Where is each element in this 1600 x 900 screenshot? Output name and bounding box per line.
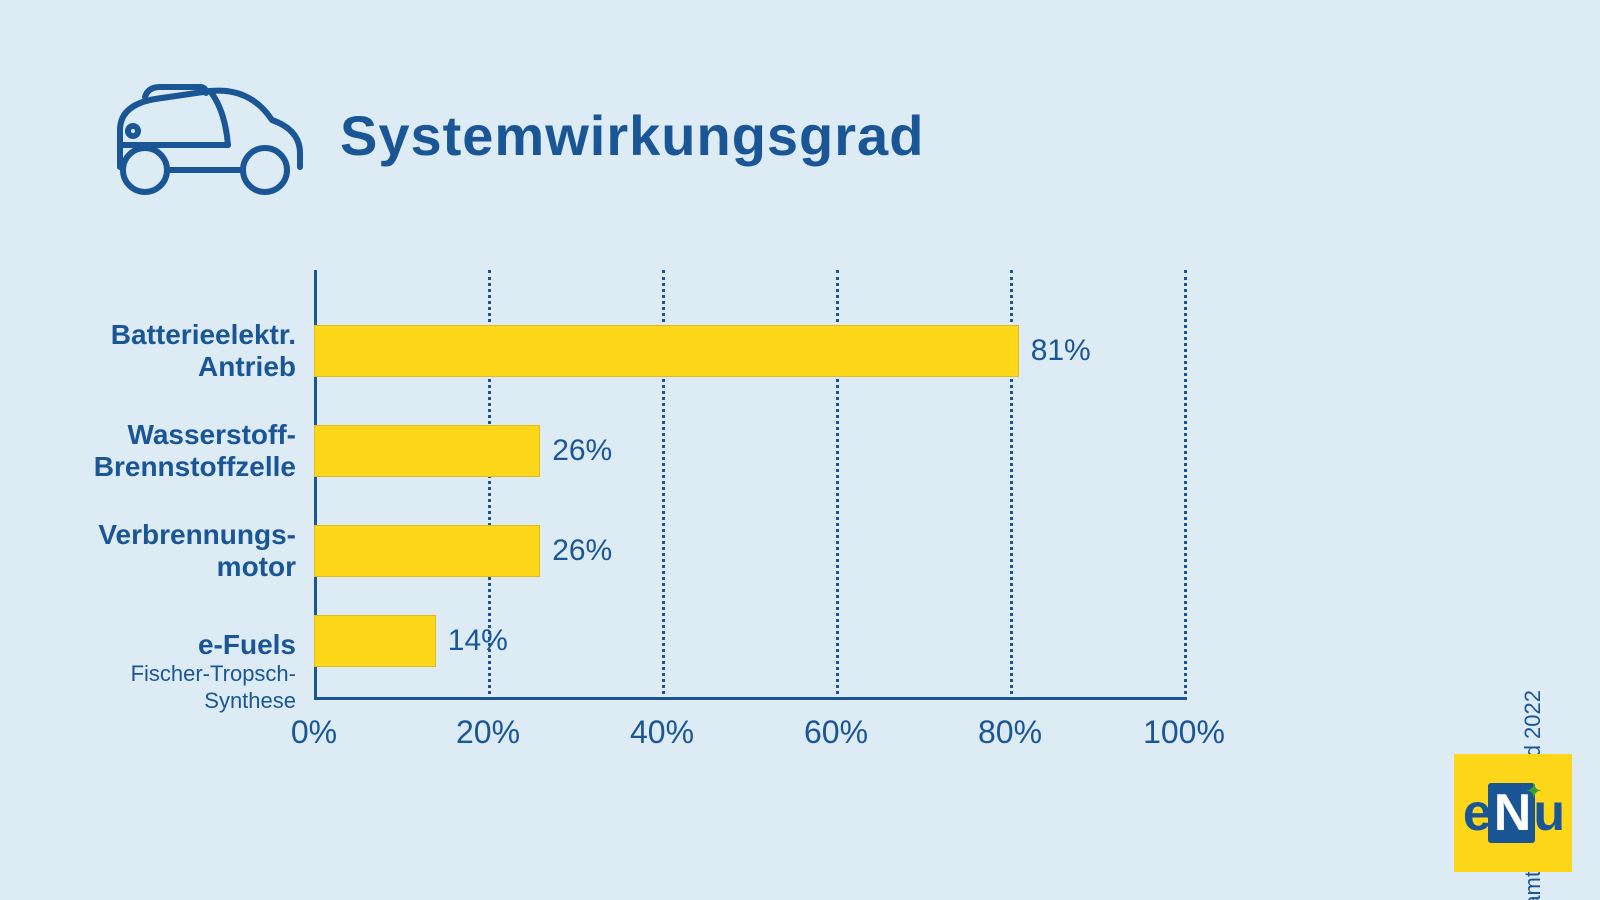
gridline: [1184, 270, 1187, 700]
bar-row: 14%e-FuelsFischer-Tropsch- Synthese: [314, 615, 1184, 667]
bar: [314, 325, 1019, 377]
bar-row: 81%Batterieelektr. Antrieb: [314, 325, 1184, 377]
category-label: Wasserstoff- Brennstoffzelle: [94, 419, 314, 483]
logo-star-icon: ✦: [1526, 781, 1539, 802]
bar-value-label: 14%: [448, 615, 508, 667]
x-tick-label: 100%: [1143, 714, 1225, 751]
bar-value-label: 26%: [552, 525, 612, 577]
enu-logo-text: e N ✦ u: [1463, 783, 1563, 843]
bar: [314, 615, 436, 667]
efficiency-bar-chart: 0%20%40%60%80%100%81%Batterieelektr. Ant…: [314, 270, 1184, 700]
category-label: e-FuelsFischer-Tropsch- Synthese: [131, 629, 314, 714]
x-tick-label: 0%: [291, 714, 337, 751]
bar-value-label: 81%: [1031, 325, 1091, 377]
bar-value-label: 26%: [552, 425, 612, 477]
logo-letter-n: N ✦: [1488, 783, 1536, 843]
enu-logo: e N ✦ u: [1454, 754, 1572, 872]
bar-row: 26%Verbrennungs- motor: [314, 525, 1184, 577]
x-tick-label: 80%: [978, 714, 1042, 751]
category-label: Batterieelektr. Antrieb: [111, 319, 314, 383]
car-icon: [100, 75, 310, 195]
chart-title: Systemwirkungsgrad: [340, 103, 924, 168]
logo-letter-e: e: [1463, 783, 1490, 843]
bar: [314, 425, 540, 477]
category-sublabel: Fischer-Tropsch- Synthese: [131, 661, 296, 714]
category-label: Verbrennungs- motor: [98, 519, 314, 583]
bar: [314, 525, 540, 577]
x-axis: [314, 697, 1184, 700]
x-tick-label: 40%: [630, 714, 694, 751]
bar-row: 26%Wasserstoff- Brennstoffzelle: [314, 425, 1184, 477]
x-tick-label: 20%: [456, 714, 520, 751]
x-tick-label: 60%: [804, 714, 868, 751]
infographic-canvas: Systemwirkungsgrad 0%20%40%60%80%100%81%…: [0, 0, 1600, 900]
chart-header: Systemwirkungsgrad: [100, 75, 924, 195]
